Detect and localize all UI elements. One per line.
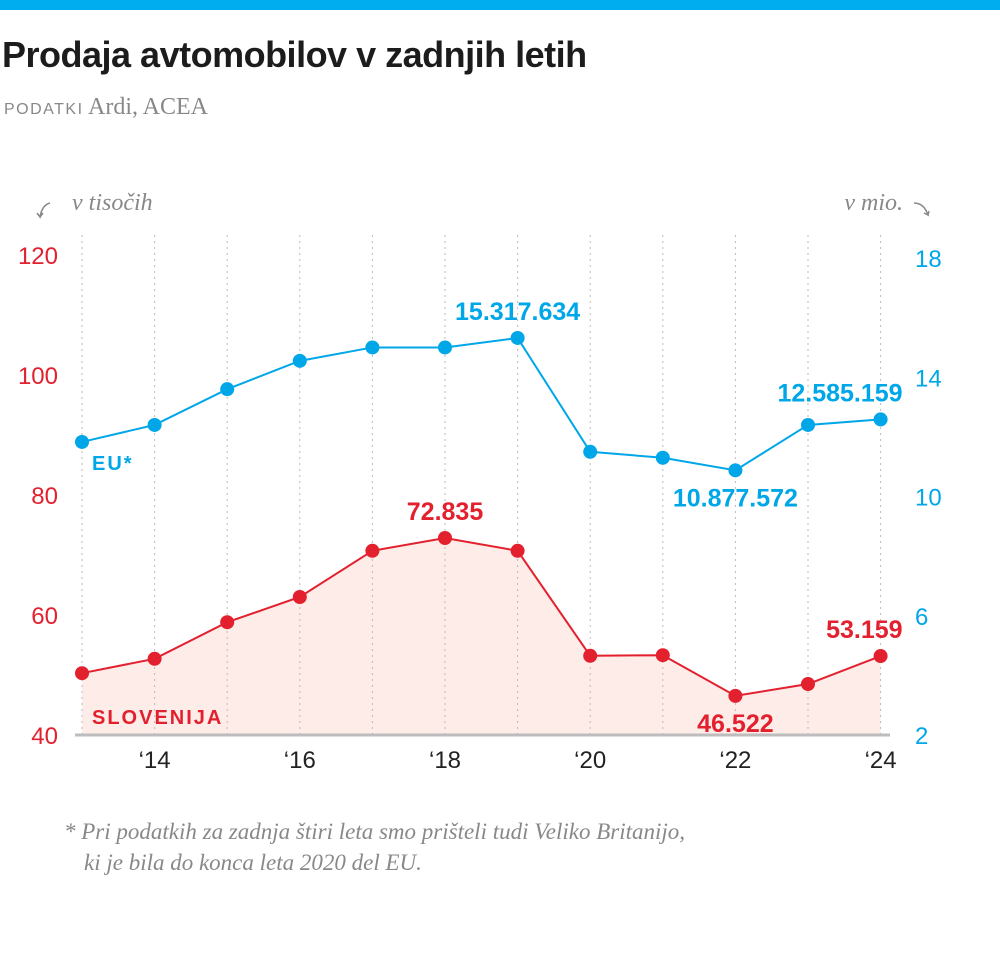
slovenia-point (873, 649, 888, 664)
right-y-tick-label: 6 (915, 604, 928, 631)
footnote-line-1: * Pri podatkih za zadnja štiri leta smo … (64, 819, 685, 844)
top-accent-bar (0, 0, 1000, 10)
eu-point (75, 434, 89, 449)
slovenia-data-label: 46.522 (697, 710, 773, 738)
eu-data-label: 15.317.634 (455, 298, 580, 326)
slovenia-area (82, 537, 881, 735)
right-y-tick-label: 2 (915, 723, 928, 750)
right-y-tick-label: 14 (915, 365, 942, 392)
eu-point (728, 463, 743, 478)
slovenia-series-label: SLOVENIJA (92, 707, 223, 729)
slovenia-line (81, 536, 881, 697)
slovenia-point (438, 530, 452, 545)
eu-data-label: 10.877.572 (673, 484, 798, 512)
eu-point (510, 330, 525, 345)
chart: v tisočih v mio. ‘14 ‘16 ‘18 ‘20 ‘22 ‘24 40 60 8… (18, 190, 942, 774)
left-y-tick-label: 40 (31, 723, 58, 750)
left-y-tick-label: 120 (18, 243, 58, 270)
x-tick-label: ‘16 (284, 747, 316, 774)
slovenia-data-label: 72.835 (407, 498, 484, 526)
slovenia-point (75, 666, 89, 681)
left-y-tick-label: 60 (31, 603, 58, 630)
eu-point (583, 444, 598, 459)
left-y-tick-label: 100 (18, 363, 58, 390)
slovenia-data-label: 53.159 (826, 616, 902, 644)
left-axis-unit: v tisočih (72, 190, 153, 216)
x-tick-label: ‘20 (574, 747, 606, 774)
eu-point (873, 412, 888, 427)
eu-point (365, 340, 380, 355)
source-value: Ardi, ACEA (88, 94, 208, 120)
eu-line (81, 336, 881, 472)
right-axis-unit: v mio. (844, 190, 903, 216)
footnote: * Pri podatkih za zadnja štiri leta smo … (64, 816, 685, 878)
slovenia-point (220, 615, 235, 630)
right-unit-arrow-icon (913, 202, 930, 217)
slovenia-point (510, 543, 525, 558)
slovenia-point (583, 648, 598, 663)
eu-point (292, 353, 307, 368)
eu-point (801, 417, 815, 432)
eu-point (220, 382, 235, 397)
left-unit-arrow-icon (36, 202, 51, 219)
slovenia-point (655, 648, 670, 663)
x-tick-label: ‘14 (139, 747, 171, 774)
footnote-line-2: ki je bila do konca leta 2020 del EU. (84, 850, 422, 875)
eu-point (655, 450, 670, 465)
right-y-tick-label: 18 (915, 246, 942, 273)
eu-data-label: 12.585.159 (777, 379, 902, 407)
eu-point (147, 417, 162, 432)
slovenia-point (728, 688, 743, 703)
right-y-tick-label: 10 (915, 485, 942, 512)
x-tick-label: ‘18 (429, 747, 461, 774)
chart-title: Prodaja avtomobilov v zadnjih letih (2, 34, 587, 75)
slovenia-point (147, 651, 162, 666)
x-tick-label: ‘24 (865, 747, 897, 774)
slovenia-point (292, 590, 307, 604)
slovenia-point (365, 543, 380, 558)
slovenia-point (801, 677, 815, 691)
eu-point (438, 340, 452, 355)
left-y-tick-label: 80 (31, 483, 58, 510)
source-label: PODATKI (4, 101, 84, 118)
eu-series-label: EU* (92, 453, 134, 475)
x-tick-label: ‘22 (719, 747, 751, 774)
source-line: PODATKI Ardi, ACEA (4, 94, 208, 121)
